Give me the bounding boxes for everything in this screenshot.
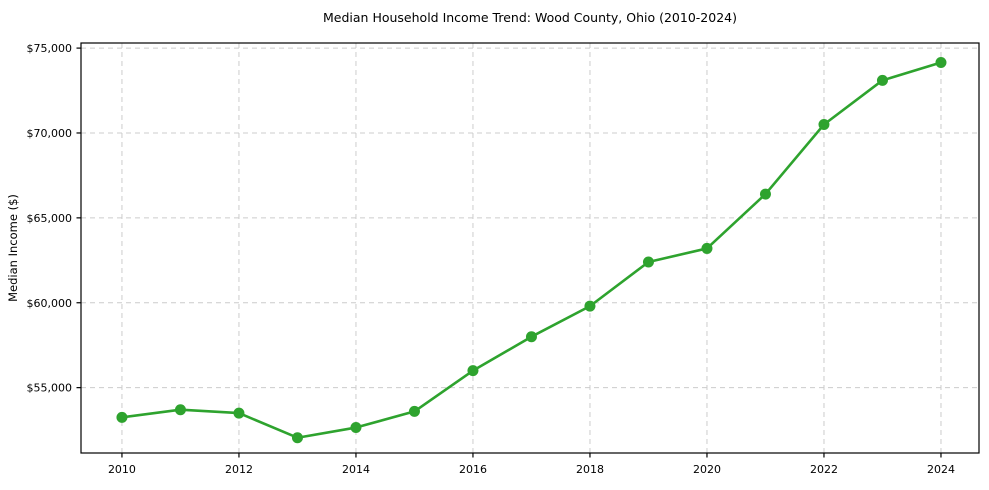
series-layer (116, 57, 947, 444)
data-point-2012 (233, 407, 245, 419)
x-tick-label: 2014 (342, 463, 370, 476)
income-trend-line (120, 61, 943, 440)
chart-title: Median Household Income Trend: Wood Coun… (323, 10, 737, 25)
data-point-2010 (116, 411, 128, 423)
x-tick-label: 2016 (459, 463, 487, 476)
x-tick-label: 2018 (576, 463, 604, 476)
data-point-2020 (701, 242, 713, 254)
axis-layer (76, 42, 980, 458)
y-axis-label: Median Income ($) (6, 194, 20, 302)
x-tick-label: 2022 (810, 463, 838, 476)
y-tick-label: $65,000 (27, 212, 73, 225)
y-tick-label: $75,000 (27, 42, 73, 55)
x-tick-label: 2020 (693, 463, 721, 476)
data-point-2022 (818, 118, 830, 130)
y-tick-label: $70,000 (27, 127, 73, 140)
data-point-2013 (291, 432, 303, 444)
data-point-2023 (876, 74, 888, 86)
data-point-2011 (174, 404, 186, 416)
tick-label-layer: 2010 2012 2014 2016 2018 2020 2022 2024 $55,000 $… (27, 42, 955, 476)
plot-border (80, 42, 980, 454)
data-point-2015 (408, 405, 420, 417)
y-tick-label: $60,000 (27, 297, 73, 310)
x-tick-label: 2012 (225, 463, 253, 476)
data-point-2018 (584, 300, 596, 312)
x-tick-label: 2010 (108, 463, 136, 476)
grid-layer (81, 43, 979, 453)
data-point-2024 (935, 57, 947, 69)
data-point-2021 (759, 188, 771, 200)
data-point-2019 (642, 256, 654, 268)
y-tick-label: $55,000 (27, 382, 73, 395)
x-tick-label: 2024 (927, 463, 955, 476)
data-point-2017 (525, 331, 537, 343)
data-point-2014 (350, 422, 362, 434)
data-point-2016 (467, 365, 479, 377)
